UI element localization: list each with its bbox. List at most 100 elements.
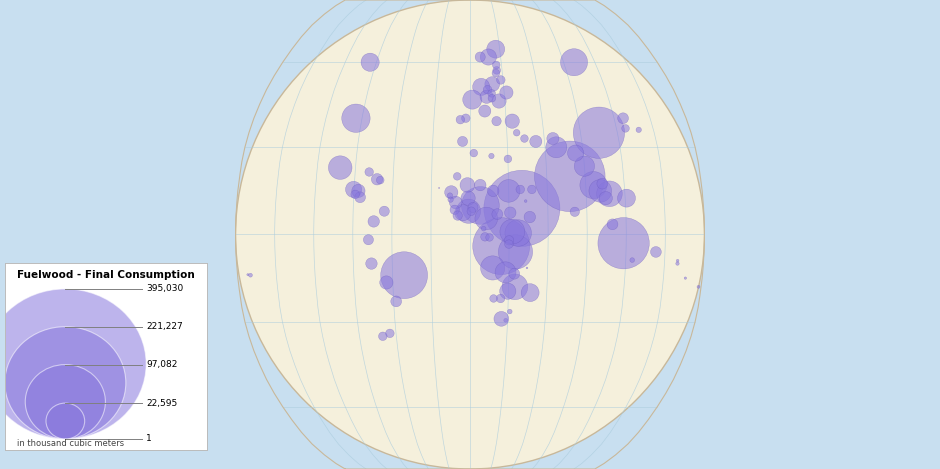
Point xyxy=(364,260,379,267)
Text: 1: 1 xyxy=(147,434,152,443)
Point xyxy=(473,202,488,209)
Point xyxy=(528,138,543,145)
Point xyxy=(499,89,514,96)
Point xyxy=(383,330,398,337)
Point xyxy=(351,187,366,195)
Point xyxy=(484,152,499,160)
Point xyxy=(474,83,489,91)
Point xyxy=(449,173,464,180)
Point xyxy=(678,274,693,282)
Point xyxy=(492,97,507,105)
Point xyxy=(501,187,516,195)
Text: in thousand cubic meters: in thousand cubic meters xyxy=(17,439,124,448)
Point xyxy=(455,209,470,217)
Point xyxy=(512,186,527,193)
Point xyxy=(241,271,256,279)
Point xyxy=(478,233,493,241)
Point xyxy=(494,295,509,302)
Point xyxy=(502,308,517,315)
Ellipse shape xyxy=(236,0,704,469)
Point xyxy=(443,192,458,199)
Text: 22,595: 22,595 xyxy=(147,399,178,408)
Point xyxy=(507,270,522,278)
Point xyxy=(631,126,646,134)
Point xyxy=(510,229,525,237)
Point xyxy=(549,144,564,151)
Point xyxy=(618,125,633,132)
Point xyxy=(473,53,488,61)
Point xyxy=(503,209,518,217)
Point xyxy=(362,168,377,176)
Point xyxy=(517,135,532,142)
Point xyxy=(477,225,492,233)
Point xyxy=(514,204,529,212)
Point xyxy=(463,207,478,215)
Point xyxy=(488,45,503,53)
Text: 221,227: 221,227 xyxy=(147,322,183,331)
Point xyxy=(352,194,368,201)
Point xyxy=(498,269,513,276)
Point xyxy=(489,117,504,125)
Text: 395,030: 395,030 xyxy=(147,284,183,294)
Point xyxy=(605,220,620,228)
Point xyxy=(379,279,394,286)
Point xyxy=(490,211,505,218)
Point xyxy=(567,208,582,216)
Point xyxy=(593,187,608,195)
Point xyxy=(431,184,446,192)
Point xyxy=(369,175,384,183)
Point xyxy=(453,116,468,123)
Point xyxy=(595,180,610,188)
Point xyxy=(485,80,500,88)
Point xyxy=(455,138,470,145)
Point xyxy=(397,272,412,279)
Point xyxy=(509,129,525,136)
Point xyxy=(505,117,520,125)
Point xyxy=(373,176,388,184)
Point xyxy=(482,234,497,241)
Point xyxy=(498,317,513,324)
Point xyxy=(485,264,500,272)
Point xyxy=(508,248,523,256)
Point xyxy=(444,189,459,196)
Point xyxy=(466,149,481,157)
Point xyxy=(500,287,515,295)
Point xyxy=(501,240,516,248)
Point xyxy=(349,114,364,122)
Point xyxy=(448,199,463,206)
Point xyxy=(523,213,538,221)
Point xyxy=(494,76,509,83)
Text: 97,082: 97,082 xyxy=(147,360,178,369)
Point xyxy=(619,195,634,202)
Point xyxy=(494,242,509,250)
Circle shape xyxy=(5,327,126,439)
Point xyxy=(388,298,403,305)
Point xyxy=(461,195,476,202)
Point xyxy=(489,61,504,68)
Point xyxy=(670,257,685,265)
Point xyxy=(691,283,706,291)
Point xyxy=(602,190,617,197)
Point xyxy=(375,333,390,340)
Point xyxy=(577,162,592,170)
Point xyxy=(465,204,480,211)
Point xyxy=(473,182,488,189)
Point xyxy=(243,272,258,279)
Point xyxy=(489,69,504,77)
Point xyxy=(616,240,631,247)
Point xyxy=(505,228,520,235)
Polygon shape xyxy=(236,0,704,469)
Point xyxy=(478,215,494,222)
Point xyxy=(494,315,509,323)
Point xyxy=(447,206,462,213)
Point xyxy=(450,212,465,219)
Point xyxy=(333,164,348,171)
Point xyxy=(464,96,479,103)
Point xyxy=(502,236,517,244)
Point xyxy=(363,59,378,66)
Point xyxy=(486,295,501,302)
Text: Fuelwood - Final Consumption: Fuelwood - Final Consumption xyxy=(17,270,195,280)
Point xyxy=(346,186,361,193)
Point xyxy=(670,260,685,267)
Point xyxy=(348,190,363,198)
